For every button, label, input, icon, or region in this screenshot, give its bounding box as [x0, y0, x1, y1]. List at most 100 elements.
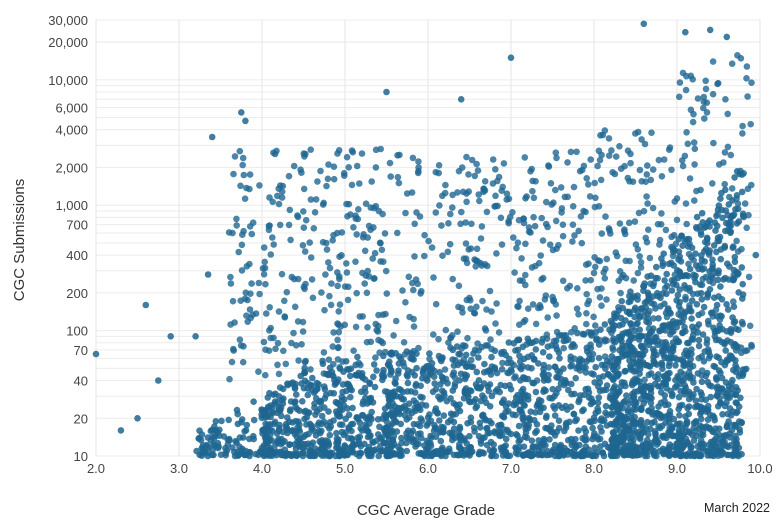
data-point — [531, 222, 539, 230]
data-point — [615, 407, 622, 415]
data-point — [533, 427, 540, 435]
data-point — [275, 425, 283, 432]
data-point — [676, 450, 684, 458]
data-point — [679, 242, 686, 249]
data-point — [619, 342, 626, 349]
data-point — [426, 411, 433, 418]
data-point — [709, 58, 717, 65]
data-point — [660, 156, 668, 163]
data-point — [272, 345, 279, 353]
data-point — [598, 302, 605, 310]
data-point — [229, 297, 237, 305]
data-point — [262, 439, 270, 447]
data-point — [724, 306, 732, 313]
data-point — [565, 386, 572, 394]
data-point — [559, 232, 567, 240]
data-point — [261, 258, 269, 266]
data-point — [551, 363, 559, 371]
data-point — [711, 219, 719, 226]
data-point — [640, 390, 647, 397]
data-point — [300, 224, 308, 231]
data-point — [589, 424, 596, 432]
data-point — [398, 439, 405, 447]
data-point — [695, 336, 703, 344]
data-point — [356, 419, 364, 427]
y-tick-label: 4,000 — [55, 123, 88, 138]
data-point — [676, 253, 683, 260]
data-point — [241, 195, 249, 202]
data-point — [648, 404, 655, 412]
data-point — [643, 318, 650, 326]
data-point — [325, 259, 332, 266]
x-tick-label: 9.0 — [668, 461, 686, 476]
data-point — [236, 336, 244, 344]
data-point — [569, 341, 577, 349]
data-point — [693, 323, 700, 331]
data-point — [675, 426, 683, 434]
data-point — [640, 282, 647, 290]
data-point — [488, 308, 495, 315]
data-point — [602, 213, 609, 220]
data-point — [260, 244, 268, 251]
data-point — [498, 187, 506, 194]
data-point — [449, 387, 457, 394]
data-point — [682, 200, 690, 207]
data-point — [627, 438, 635, 446]
data-point — [649, 166, 657, 173]
x-tick-label: 5.0 — [336, 461, 354, 476]
data-point — [704, 346, 712, 353]
data-point — [615, 304, 622, 311]
data-point — [500, 160, 508, 167]
data-point — [442, 326, 450, 334]
data-point — [681, 272, 689, 279]
data-point — [685, 410, 693, 418]
data-point — [701, 224, 708, 231]
data-point — [212, 418, 220, 425]
data-point — [513, 244, 520, 252]
data-point — [654, 275, 661, 282]
data-point — [364, 324, 371, 331]
data-point — [681, 382, 689, 389]
data-point — [692, 451, 700, 459]
data-point — [321, 404, 328, 411]
data-point — [532, 346, 540, 353]
data-point — [521, 375, 529, 383]
data-point — [532, 337, 540, 345]
data-point — [398, 447, 405, 455]
data-point — [417, 382, 425, 390]
data-point — [468, 448, 475, 456]
data-point — [437, 437, 445, 445]
data-point — [388, 451, 395, 459]
data-point — [483, 208, 491, 216]
data-point — [546, 241, 554, 248]
data-point — [545, 376, 552, 384]
data-point — [637, 431, 645, 439]
data-point — [489, 156, 497, 163]
data-point — [697, 289, 705, 297]
data-point — [515, 216, 523, 224]
data-point — [482, 327, 490, 334]
data-point — [733, 364, 741, 372]
data-point — [545, 162, 552, 169]
data-point — [369, 255, 377, 262]
data-point — [524, 305, 532, 313]
data-point — [561, 427, 568, 435]
data-point — [475, 432, 483, 440]
data-point — [564, 193, 571, 201]
data-point — [690, 139, 698, 146]
data-point — [318, 452, 326, 460]
data-point — [372, 164, 380, 171]
data-point — [423, 422, 431, 429]
data-point — [681, 387, 688, 395]
data-point — [595, 394, 603, 401]
data-point — [318, 412, 326, 420]
data-point — [490, 441, 498, 448]
data-point — [412, 382, 420, 390]
data-point — [413, 209, 420, 216]
data-point — [410, 397, 418, 404]
data-point — [626, 426, 633, 434]
data-point — [427, 442, 435, 450]
data-point — [640, 20, 648, 28]
data-point — [710, 362, 717, 370]
